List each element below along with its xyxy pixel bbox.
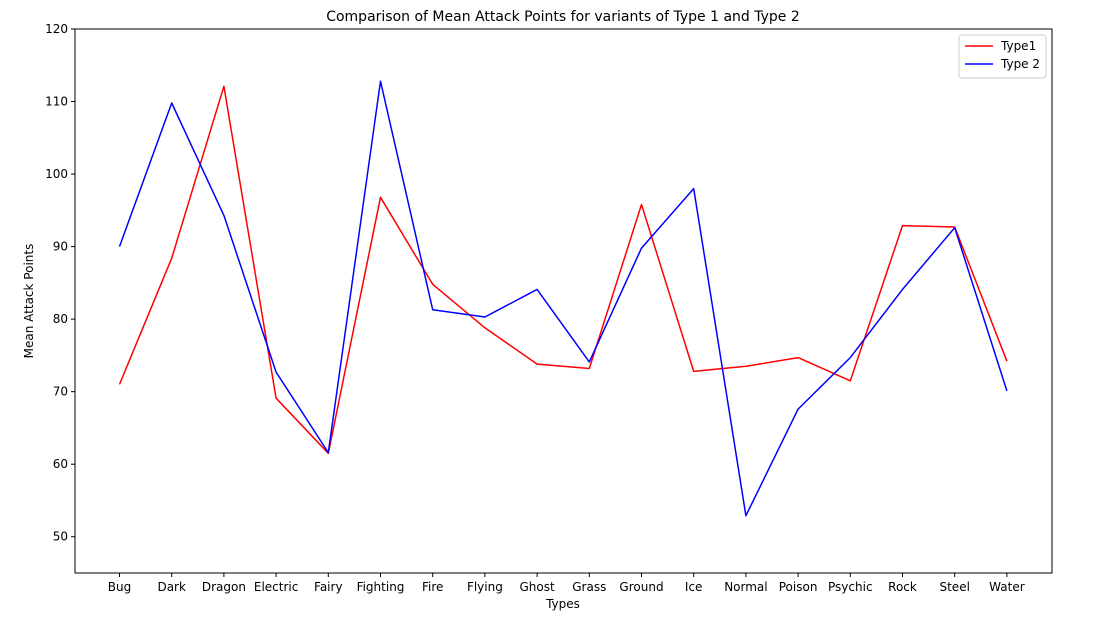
series-line-type2 [118, 80, 1008, 517]
x-axis-ticks: Bug Dark Dragon Electric Fairy Fighting Fire Fl… [108, 573, 1025, 594]
x-tick-label: Steel [939, 580, 969, 594]
x-tick-label: Grass [572, 580, 606, 594]
x-tick-label: Rock [888, 580, 917, 594]
legend-label-type1: Type1 [1000, 39, 1036, 53]
plot-area-frame [74, 28, 1053, 574]
chart-title: Comparison of Mean Attack Points for var… [326, 9, 800, 25]
y-tick-label: 50 [53, 530, 68, 544]
x-tick-label: Fighting [357, 580, 405, 594]
x-tick-label: Dragon [202, 580, 246, 594]
y-tick-label: 100 [45, 167, 68, 181]
x-tick-label: Normal [724, 580, 767, 594]
y-axis-title: Mean Attack Points [22, 244, 36, 359]
x-tick-label: Ghost [519, 580, 554, 594]
x-axis-title: Types [545, 597, 580, 611]
legend-label-type2: Type 2 [1000, 57, 1040, 71]
y-tick-label: 90 [53, 240, 68, 254]
x-tick-label: Water [989, 580, 1025, 594]
legend: Type1 Type 2 [958, 34, 1047, 79]
x-tick-label: Dark [157, 580, 186, 594]
x-tick-label: Flying [467, 580, 503, 594]
x-tick-label: Poison [779, 580, 818, 594]
x-tick-label: Fire [422, 580, 443, 594]
y-tick-label: 60 [53, 457, 68, 471]
y-tick-label: 80 [53, 312, 68, 326]
y-tick-label: 110 [45, 95, 68, 109]
x-tick-label: Ground [619, 580, 663, 594]
y-tick-label: 70 [53, 385, 68, 399]
series-lines [118, 80, 1008, 517]
x-tick-label: Electric [254, 580, 298, 594]
x-tick-label: Ice [685, 580, 703, 594]
series-line-type1 [118, 85, 1008, 455]
y-tick-label: 120 [45, 22, 68, 36]
y-axis-ticks: 50 60 70 80 90 100 110 120 [45, 22, 75, 544]
x-tick-label: Fairy [314, 580, 343, 594]
x-tick-label: Bug [108, 580, 131, 594]
x-tick-label: Psychic [828, 580, 873, 594]
